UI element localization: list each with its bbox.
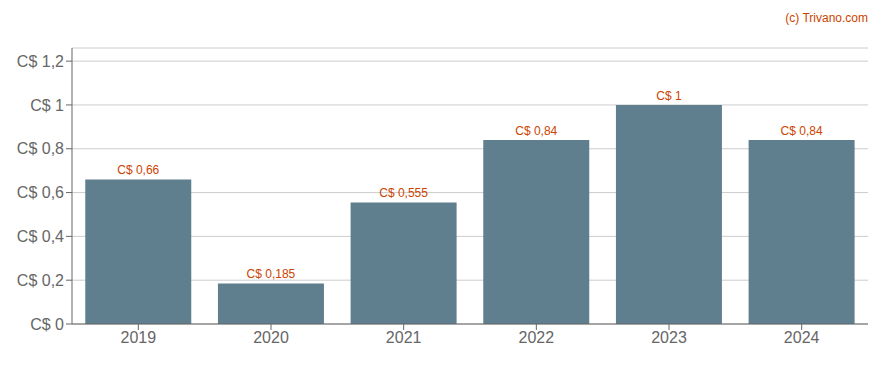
svg-text:C$ 0,185: C$ 0,185	[247, 267, 296, 281]
svg-text:C$ 0,6: C$ 0,6	[17, 184, 64, 201]
svg-text:C$ 0,84: C$ 0,84	[515, 124, 557, 138]
svg-text:C$ 1: C$ 1	[656, 89, 682, 103]
svg-text:C$ 0,555: C$ 0,555	[379, 186, 428, 200]
svg-text:C$ 1,2: C$ 1,2	[17, 53, 64, 70]
svg-text:2021: 2021	[386, 329, 422, 346]
svg-text:C$ 0,84: C$ 0,84	[781, 124, 823, 138]
html-text:(c) Trivano.com: (c) Trivano.com	[785, 11, 868, 25]
svg-text:C$ 0,66: C$ 0,66	[117, 163, 159, 177]
svg-text:2020: 2020	[253, 329, 289, 346]
svg-text:2023: 2023	[651, 329, 687, 346]
svg-text:C$ 0,8: C$ 0,8	[17, 140, 64, 157]
svg-text:2019: 2019	[121, 329, 157, 346]
svg-text:C$ 0,2: C$ 0,2	[17, 272, 64, 289]
svg-text:2022: 2022	[519, 329, 555, 346]
svg-text:2024: 2024	[784, 329, 820, 346]
svg-text:C$ 0,4: C$ 0,4	[17, 228, 64, 245]
svg-text:C$ 1: C$ 1	[30, 97, 64, 114]
svg-text:C$ 0: C$ 0	[30, 316, 64, 333]
